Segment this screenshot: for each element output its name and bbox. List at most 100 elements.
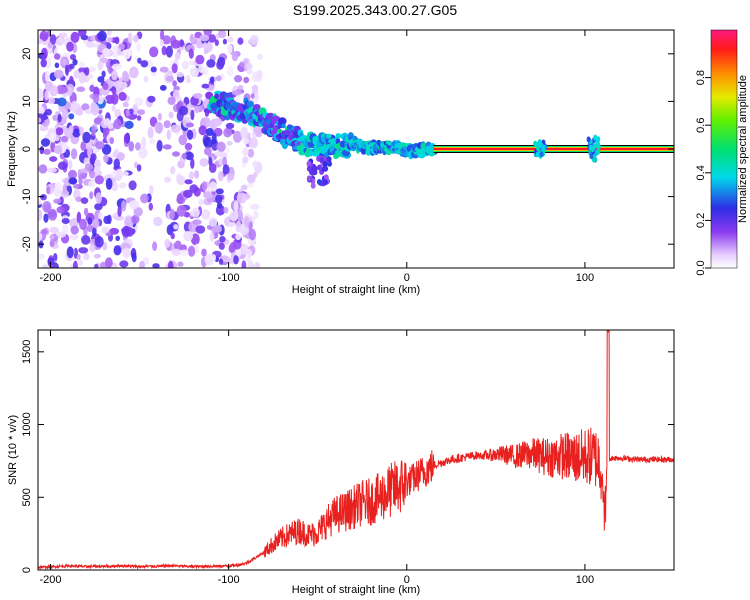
spectrogram-cell <box>102 241 108 251</box>
spectrogram-cell <box>101 226 110 234</box>
spectrogram-cell <box>140 193 149 204</box>
spectrogram-cell <box>54 53 61 60</box>
spectrogram-cell <box>48 42 52 49</box>
spectrogram-cell <box>208 34 217 43</box>
spectrogram-cell <box>84 67 90 76</box>
spectrogram-cell <box>56 231 67 238</box>
snr-frame <box>37 329 675 571</box>
spectrogram-cell <box>46 186 51 195</box>
spectrogram-cell <box>149 185 154 195</box>
spectrogram-cell <box>45 108 52 116</box>
spectrogram-cell <box>38 209 43 221</box>
spectrogram-cell <box>111 88 117 95</box>
spectrogram-cell <box>114 36 120 45</box>
spectrogram-cell <box>174 52 181 60</box>
spectrogram-cell <box>243 76 250 84</box>
spectrogram-cell <box>117 205 122 217</box>
spectrogram-cell <box>278 117 287 125</box>
spectrogram-cell <box>49 240 55 248</box>
spectrogram-cell <box>134 97 144 107</box>
spectrogram-cell <box>167 96 176 105</box>
spectrogram-cell <box>105 257 113 268</box>
spectrogram-cell <box>229 211 239 222</box>
spectrogram-cell <box>92 93 100 104</box>
spectrogram-cell <box>102 82 109 91</box>
spectrogram-cell <box>57 113 62 123</box>
spectrogram-cell <box>97 30 107 42</box>
spectrogram-cell <box>182 60 189 70</box>
spectrogram-cell <box>161 45 167 56</box>
spectrogram-cell <box>222 164 230 175</box>
spectrogram-cell <box>123 50 131 60</box>
spectrogram-cell <box>113 158 121 169</box>
spectrogram-cell <box>231 51 239 62</box>
spectrogram-cell <box>231 90 242 96</box>
spectrogram-cell <box>218 30 227 39</box>
spectrogram-cell <box>133 34 139 43</box>
spectrogram-cell <box>81 235 91 245</box>
spectrogram-cell <box>253 210 259 219</box>
spectrogram-cell <box>299 147 305 154</box>
spectrogram-cell <box>61 223 69 235</box>
spectrogram-cell <box>216 75 222 82</box>
spectrogram-cell <box>88 180 95 188</box>
spectrogram-cell <box>62 183 68 195</box>
spectrogram-cell <box>38 253 45 260</box>
spectrogram-cell <box>68 125 74 135</box>
spectrogram-cell <box>95 192 102 204</box>
spectrogram-cell <box>61 116 67 125</box>
spectrogram-cell <box>326 156 332 163</box>
spectrogram-cell <box>237 85 244 91</box>
spectrogram-cell <box>165 75 174 82</box>
spectrogram-cell <box>66 41 74 52</box>
spectrogram-cell <box>242 156 249 164</box>
snr-series-line <box>38 330 674 570</box>
spectrogram-cell <box>38 199 42 205</box>
spectrogram-cell <box>209 232 215 242</box>
spectrogram-cells <box>38 30 674 268</box>
spectrogram-cell <box>159 66 169 73</box>
spectrogram-cell <box>166 129 171 141</box>
y-tick-label: -20 <box>21 236 33 252</box>
spectrogram-cell <box>44 90 49 101</box>
spectrogram-cell <box>83 207 89 216</box>
spectrogram-cell <box>133 161 138 168</box>
spectrogram-cell <box>214 93 220 100</box>
y-tick-label: 0 <box>21 567 33 573</box>
spectrogram-cell <box>205 128 214 136</box>
spectrogram-cell <box>93 117 103 125</box>
snr-y-ticks: 0 500 1000 1500 <box>21 340 674 573</box>
spectrogram-cell <box>114 148 119 156</box>
spectrogram-cell <box>53 69 64 79</box>
spectrogram-cell <box>137 109 146 115</box>
spectrogram-cell <box>593 134 598 141</box>
spectrogram-cell <box>101 70 106 78</box>
spectrogram-cell <box>235 249 242 257</box>
spectrogram-cell <box>72 183 80 189</box>
x-tick-label: -200 <box>39 272 61 284</box>
spectrogram-cell <box>171 248 182 256</box>
spectrogram-cell <box>149 46 159 58</box>
spectrogram-cell <box>169 208 175 220</box>
spectrogram-cell <box>79 61 85 68</box>
spectrogram-cell <box>588 144 593 151</box>
spectrogram-cell <box>210 76 215 84</box>
spectrogram-cell <box>103 154 109 163</box>
spectrogram-cell <box>73 43 78 53</box>
spectrogram-cell <box>38 105 45 116</box>
spectrogram-cell <box>252 104 261 110</box>
spectrogram-cell <box>138 146 148 159</box>
colorbar-gradient <box>711 30 737 268</box>
y-tick-label: -10 <box>21 189 33 205</box>
spectrogram-cell <box>187 245 196 257</box>
spectrogram-cell <box>250 93 255 99</box>
spectrogram-cell <box>246 100 254 108</box>
spectrogram-cell <box>62 108 69 120</box>
spectrogram-cell <box>54 62 60 69</box>
spectrogram-cell <box>237 37 244 45</box>
spectrogram-cell <box>223 207 229 214</box>
spectrogram-cell <box>78 174 83 186</box>
spectrogram-cell <box>214 151 223 157</box>
spectrogram-cell <box>164 176 172 183</box>
spectrogram-cell <box>247 148 255 158</box>
